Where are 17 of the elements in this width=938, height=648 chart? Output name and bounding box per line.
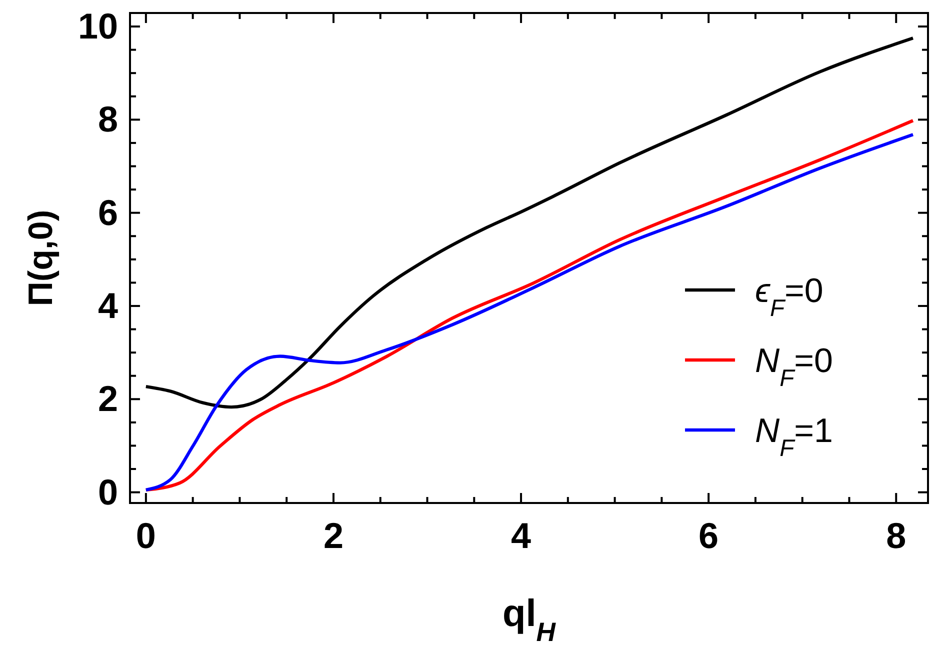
y-tick-label: 8 xyxy=(98,98,118,140)
x-tick-label: 8 xyxy=(886,515,906,556)
x-tick-label: 0 xyxy=(136,515,156,556)
y-tick-label: 6 xyxy=(98,192,118,233)
y-tick-label: 0 xyxy=(98,471,118,512)
y-tick-label: 4 xyxy=(98,284,118,326)
y-tick-label: 2 xyxy=(98,378,118,420)
legend-label: N$_{F}$=0 xyxy=(755,342,833,392)
legend-label: ϵ$_{F}$=0 xyxy=(755,272,824,322)
x-tick-label: 6 xyxy=(698,515,719,556)
y-tick-label: 10 xyxy=(78,6,118,47)
x-axis-title: ql$_{H}$ xyxy=(502,593,556,647)
y-axis-title: Π(q,0) xyxy=(22,210,60,306)
legend-label: N$_{F}$=1 xyxy=(755,412,833,462)
x-tick-label: 4 xyxy=(511,515,532,556)
line-series xyxy=(144,36,915,409)
x-tick-label: 2 xyxy=(323,515,344,556)
